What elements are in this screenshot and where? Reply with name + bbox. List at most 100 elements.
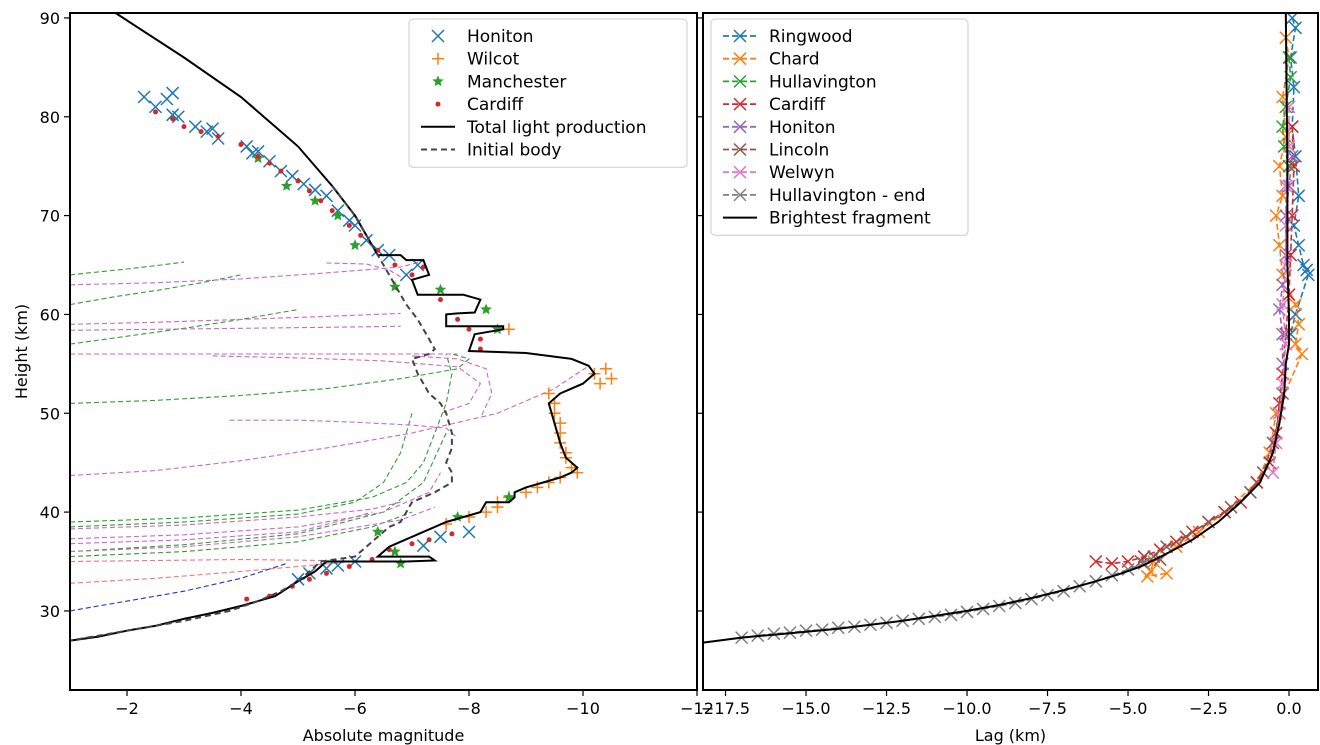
left-point-3-3 — [198, 129, 204, 135]
left-ytick-label-6: 90 — [40, 9, 60, 28]
right-legend-label-8: Brightest fragment — [769, 209, 931, 229]
left-xtick-label-0: −2 — [115, 699, 139, 718]
right-point-3-20 — [1089, 554, 1103, 569]
right-point-1-10 — [1292, 317, 1306, 331]
left-point-3-27 — [306, 576, 312, 582]
left-legend-box — [408, 18, 688, 168]
right-legend-marker-5 — [733, 142, 747, 157]
right-legend-entry-0: Ringwood — [723, 27, 853, 47]
right-xtick-label-7: 0.0 — [1276, 699, 1301, 718]
fragment-curve-9 — [326, 262, 401, 278]
left-point-3-1 — [170, 116, 176, 122]
left-legend-marker-1 — [432, 52, 444, 65]
left-point-3-9 — [295, 178, 301, 184]
fragment-curve-16 — [70, 365, 590, 477]
right-legend-entry-7: Hullavington - end — [723, 186, 926, 206]
fragment-curve-0 — [70, 261, 185, 276]
left-plot-area — [70, 13, 618, 642]
left-ytick-label-0: 30 — [40, 602, 60, 621]
left-series-3 — [153, 109, 483, 602]
left-point-2-2 — [309, 194, 321, 206]
right-point-3-6 — [1276, 367, 1290, 381]
left-point-3-29 — [346, 563, 352, 569]
right-xtick-label-6: −2.5 — [1189, 699, 1228, 718]
right-legend-marker-7 — [733, 188, 747, 202]
left-point-0-33 — [433, 530, 448, 544]
left-point-3-8 — [278, 168, 284, 174]
right-legend-entry-1: Chard — [723, 50, 820, 70]
left-point-0-10 — [240, 139, 254, 153]
left-legend-marker-3 — [435, 101, 441, 107]
right-point-6-4 — [1279, 258, 1293, 272]
left-point-3-28 — [324, 570, 329, 576]
left-point-3-33 — [426, 537, 432, 543]
right-xtick-label-4: −7.5 — [1028, 699, 1067, 718]
right-legend-marker-4 — [733, 120, 747, 134]
right-point-6-2 — [1279, 179, 1293, 193]
right-xtick-label-3: −10.0 — [943, 699, 992, 718]
left-point-2-11 — [372, 525, 384, 537]
left-point-3-20 — [455, 316, 461, 322]
right-legend-entry-6: Welwyn — [723, 163, 835, 183]
left-panel: −2 −4 −6 −8 −10 −12 30 40 50 60 70 80 90 Absolute mag… — [12, 9, 714, 745]
left-ytick-label-1: 40 — [40, 503, 60, 522]
right-point-6-8 — [1272, 406, 1286, 420]
right-point-7-17 — [1008, 596, 1022, 610]
left-legend-label-2: Manchester — [467, 72, 566, 92]
left-ytick-label-2: 50 — [40, 404, 60, 423]
left-point-3-11 — [318, 198, 324, 204]
right-series-7 — [735, 556, 1151, 645]
left-xtick-label-5: −12 — [680, 699, 714, 718]
right-point-1-21 — [1140, 569, 1154, 583]
right-legend-entry-8: Brightest fragment — [723, 209, 931, 229]
right-legend-label-5: Lincoln — [769, 141, 829, 161]
right-plot-area — [703, 13, 1315, 645]
right-point-6-5 — [1276, 298, 1290, 312]
right-point-7-13 — [944, 608, 958, 622]
left-point-0-0 — [137, 90, 151, 104]
right-legend-marker-3 — [733, 97, 747, 111]
right-legend-label-4: Honiton — [769, 118, 836, 138]
left-point-3-5 — [238, 141, 244, 147]
left-point-2-1 — [280, 179, 293, 191]
right-point-6-0 — [1282, 100, 1296, 114]
left-point-1-0 — [502, 323, 515, 336]
left-point-1-22 — [599, 362, 612, 375]
right-point-0-3 — [1287, 80, 1301, 94]
left-point-3-21 — [466, 326, 472, 332]
right-point-0-8 — [1292, 238, 1306, 252]
fragment-curve-3 — [70, 353, 471, 404]
left-legend-entry-5: Initial body — [421, 141, 562, 161]
right-legend-label-1: Chard — [769, 50, 820, 70]
fragment-curve-13 — [212, 355, 482, 414]
left-legend-entry-3: Cardiff — [435, 95, 524, 115]
right-xtick-label-2: −12.5 — [862, 699, 911, 718]
right-series-line-5 — [1140, 393, 1284, 563]
left-point-3-22 — [477, 346, 483, 352]
right-legend-marker-0 — [733, 29, 747, 43]
left-axes-frame — [69, 12, 698, 691]
left-point-0-17 — [308, 183, 322, 197]
left-point-3-0 — [153, 109, 158, 115]
right-series-8 — [703, 13, 1290, 644]
right-legend-marker-6 — [733, 165, 747, 179]
left-point-3-32 — [409, 541, 415, 547]
left-point-3-2 — [181, 124, 187, 130]
fragment-curve-2 — [70, 308, 299, 345]
fragment-curve-19 — [70, 511, 373, 545]
right-legend-marker-1 — [733, 52, 747, 66]
left-ytick-label-3: 60 — [40, 305, 60, 324]
fragment-curve-10 — [70, 312, 401, 325]
right-legend-label-7: Hullavington - end — [769, 186, 926, 206]
right-point-7-2 — [767, 627, 781, 641]
right-legend-box — [710, 18, 969, 236]
right-legend-entry-4: Honiton — [723, 118, 836, 138]
left-point-0-25 — [399, 268, 413, 282]
left-point-2-4 — [349, 239, 361, 251]
left-point-0-8 — [205, 122, 220, 136]
left-point-1-1 — [542, 387, 555, 400]
fragment-curve-1 — [70, 274, 242, 306]
